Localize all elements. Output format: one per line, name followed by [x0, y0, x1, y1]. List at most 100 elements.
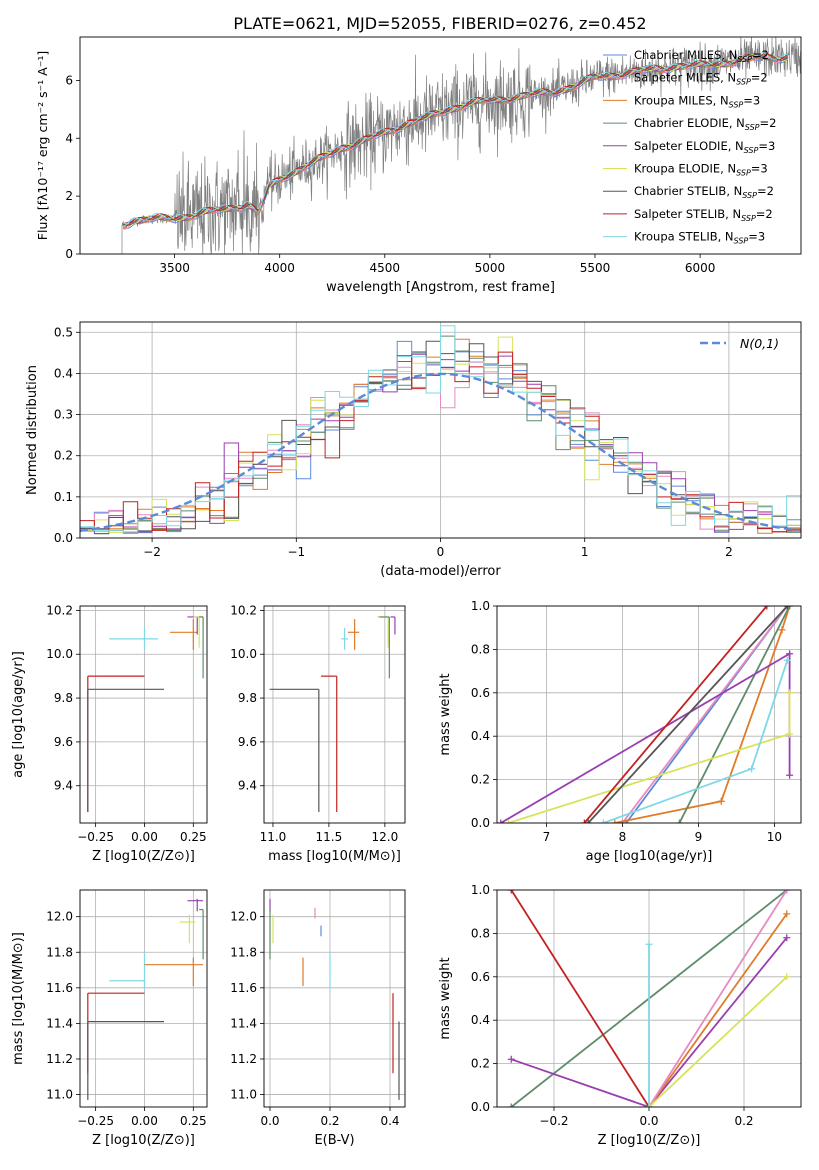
weight-line-4 — [648, 913, 788, 1107]
y-tick-label: 6 — [65, 73, 73, 87]
y-tick-label: 0.3 — [54, 408, 73, 422]
y-tick-label: 11.0 — [230, 1088, 257, 1102]
y-tick-label: 0.2 — [471, 773, 490, 787]
weight-marker — [786, 606, 794, 610]
y-axis-label: mass weight — [438, 673, 453, 755]
weight-marker — [507, 890, 515, 894]
x-tick-label: 0.00 — [131, 830, 158, 844]
y-axis-label: mass [log10(M/M⊙)] — [11, 932, 26, 1065]
x-tick-label: 0.25 — [180, 830, 207, 844]
y-tick-label: 0.0 — [471, 1100, 490, 1114]
histogram-plot — [80, 325, 801, 535]
panel-residuals: −2 −1 0 1 2 0.0 0.1 0.2 0.3 0.4 0.5 (data-model)/er… — [25, 321, 802, 579]
panel-spectrum: 3500 4000 4500 5000 5500 6000 0 2 4 6 wavelength [… — [35, 36, 802, 295]
weight-line-8 — [583, 606, 768, 823]
panel-age-vs-Z: −0.25 0.00 0.25 9.4 9.6 9.8 10.0 10.2 Z [log10(Z… — [11, 603, 208, 864]
panel-mass-vs-EBV: 0.0 0.2 0.4 11.0 11.2 11.4 11.6 11.8 12.0 E(B-V) — [230, 889, 406, 1148]
x-tick-label: 0.25 — [180, 1114, 207, 1128]
scatter-plot — [87, 898, 204, 1100]
legend-label: Chabrier MILES, NSSP=2 — [634, 48, 769, 64]
panel-mass-vs-Z: −0.25 0.00 0.25 11.0 11.2 11.4 11.6 11.8 12.0 Z [… — [11, 889, 208, 1148]
x-tick-label: 10 — [767, 830, 782, 844]
legend-label: Chabrier ELODIE, NSSP=2 — [634, 116, 776, 132]
y-tick-label: 9.6 — [54, 735, 73, 749]
y-tick-label: 4 — [65, 131, 73, 145]
axes-frame — [263, 889, 406, 1108]
x-tick-label: 0 — [437, 545, 445, 559]
scatter-plot — [269, 616, 396, 813]
x-tick-label: 6000 — [685, 261, 716, 275]
x-axis-label: Z [log10(Z/Z⊙)] — [598, 1133, 701, 1148]
y-tick-label: 12.0 — [46, 910, 73, 924]
y-tick-label: 11.4 — [46, 1016, 73, 1030]
y-tick-label: 11.6 — [46, 981, 73, 995]
weight-marker — [645, 1103, 653, 1107]
legend-label: Kroupa MILES, NSSP=3 — [634, 93, 760, 109]
panel-mass-weight-vs-age: 7 8 9 10 0.0 0.2 0.4 0.6 0.8 1.0 age [log10(age/yr… — [438, 599, 802, 864]
axes-frame — [496, 605, 802, 824]
x-tick-label: 3500 — [159, 261, 190, 275]
y-axis-label: Flux [fλ10⁻¹⁷ erg cm⁻² s⁻¹ A⁻¹] — [35, 51, 50, 240]
y-tick-label: 10.0 — [46, 647, 73, 661]
weight-line-3 — [511, 937, 788, 1107]
x-tick-label: 0.00 — [131, 1114, 158, 1128]
y-tick-label: 0.4 — [471, 1013, 490, 1027]
scatter-plot — [269, 898, 400, 1100]
x-tick-label: 5500 — [580, 261, 611, 275]
x-axis-label: Z [log10(Z/Z⊙)] — [92, 1133, 195, 1148]
weight-marker — [507, 1055, 515, 1063]
weight-marker — [675, 819, 683, 823]
legend-label: Chabrier STELIB, NSSP=2 — [634, 184, 774, 200]
model-line-9 — [122, 52, 788, 227]
axes-frame — [496, 889, 802, 1108]
histogram-step-9 — [80, 325, 801, 533]
weight-marker — [748, 765, 756, 773]
weight-line-2 — [510, 890, 650, 1107]
x-tick-label: 8 — [619, 830, 627, 844]
weight-marker — [783, 934, 791, 942]
x-tick-label: −0.25 — [77, 1114, 114, 1128]
x-tick-label: 12.0 — [371, 830, 398, 844]
x-tick-label: 0.2 — [734, 1114, 753, 1128]
y-tick-label: 10.0 — [230, 647, 257, 661]
y-tick-label: 9.8 — [54, 691, 73, 705]
y-tick-label: 0.4 — [471, 729, 490, 743]
weight-marker — [507, 1103, 515, 1107]
weight-marker — [497, 819, 505, 823]
x-axis-label: E(B-V) — [314, 1133, 354, 1148]
y-tick-label: 0.6 — [471, 686, 490, 700]
weight-marker — [786, 689, 794, 697]
y-tick-label: 9.8 — [238, 691, 257, 705]
weight-line-4 — [678, 606, 791, 823]
scatter-plot — [87, 616, 204, 813]
weight-marker — [580, 819, 588, 823]
y-tick-label: 11.2 — [230, 1052, 257, 1066]
y-tick-label: 0.6 — [471, 970, 490, 984]
x-tick-label: 0.0 — [260, 1114, 279, 1128]
legend-label: Salpeter ELODIE, NSSP=3 — [634, 139, 775, 155]
weight-marker — [783, 890, 791, 894]
x-tick-label: 5000 — [475, 261, 506, 275]
y-tick-label: 11.6 — [230, 981, 257, 995]
weight-marker — [786, 650, 794, 658]
x-axis-label: (data-model)/error — [380, 564, 501, 579]
axes-frame — [79, 889, 208, 1108]
x-tick-label: 1 — [581, 545, 589, 559]
weight-line-7 — [587, 606, 788, 823]
y-tick-label: 0.8 — [471, 642, 490, 656]
y-tick-label: 0.0 — [471, 816, 490, 830]
chart-panels: 3500 4000 4500 5000 5500 6000 0 2 4 6 wavelength [… — [11, 36, 802, 1148]
axes-frame — [79, 321, 802, 539]
x-tick-label: 0.4 — [380, 1114, 399, 1128]
weight-marker — [783, 606, 791, 610]
y-tick-label: 11.0 — [46, 1088, 73, 1102]
y-tick-label: 11.8 — [46, 945, 73, 959]
weight-marker — [783, 910, 791, 918]
weight-line-6 — [648, 976, 788, 1107]
y-tick-label: 0 — [65, 247, 73, 261]
y-tick-label: 9.4 — [238, 779, 257, 793]
weight-marker — [504, 819, 512, 823]
x-axis-label: Z [log10(Z/Z⊙)] — [92, 849, 195, 864]
y-tick-label: 0.2 — [54, 449, 73, 463]
panel-mass-weight-vs-Z: −0.2 0.0 0.2 0.0 0.2 0.4 0.6 0.8 1.0 Z [log10(Z/Z… — [438, 883, 802, 1148]
